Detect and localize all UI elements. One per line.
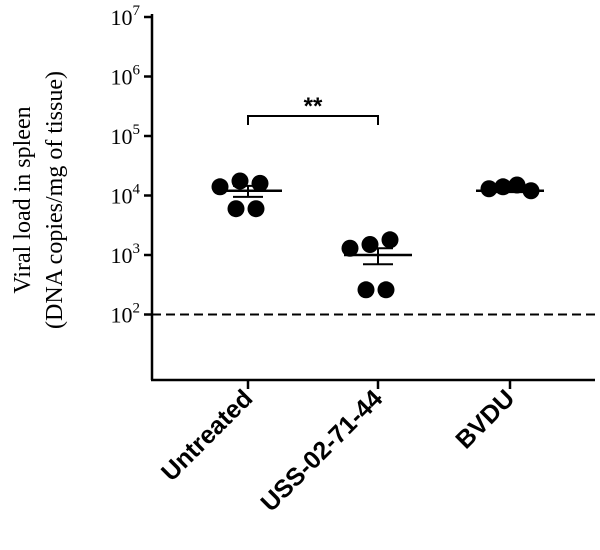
- y-tick-label: 106: [111, 63, 141, 90]
- data-point: [251, 174, 269, 192]
- y-tick-label-exponent: 2: [133, 301, 141, 317]
- y-tick-label-base: 10: [111, 243, 133, 268]
- data-point: [341, 239, 359, 257]
- y-axis-title: Viral load in spleen (DNA copies/mg of t…: [10, 71, 68, 329]
- y-tick-label: 103: [111, 241, 141, 268]
- y-tick-label: 102: [111, 301, 141, 328]
- y-tick-label-base: 10: [111, 124, 133, 149]
- data-point: [357, 281, 375, 299]
- data-groups: [211, 172, 544, 299]
- group-2: [476, 176, 544, 200]
- y-tick-label: 105: [111, 122, 141, 149]
- data-point: [361, 236, 379, 254]
- significance-label: **: [304, 93, 323, 120]
- significance-annotation: **: [247, 93, 379, 125]
- x-category-label: USS-02-71-44: [255, 384, 388, 517]
- data-point: [231, 172, 249, 190]
- group-1: [341, 231, 412, 299]
- y-tick-label-base: 10: [111, 5, 133, 30]
- data-point: [211, 178, 229, 196]
- y-tick-label: 104: [111, 182, 141, 209]
- y-tick-label: 107: [111, 3, 141, 30]
- y-tick-label-exponent: 6: [133, 63, 141, 79]
- y-axis-title-line-2: (DNA copies/mg of tissue): [42, 71, 68, 329]
- data-point: [227, 200, 245, 218]
- y-axis-title-line-1: Viral load in spleen: [10, 106, 36, 293]
- y-tick-label-exponent: 4: [133, 182, 141, 198]
- y-tick-label-base: 10: [111, 303, 133, 328]
- y-tick-label-exponent: 5: [133, 122, 141, 138]
- y-tick-label-exponent: 7: [133, 3, 141, 19]
- data-point: [381, 231, 399, 249]
- data-point: [377, 281, 395, 299]
- data-point: [480, 180, 498, 198]
- y-tick-label-base: 10: [111, 65, 133, 90]
- significance-bracket: [247, 115, 379, 125]
- x-category-label: Untreated: [156, 384, 258, 486]
- group-0: [211, 172, 282, 218]
- y-tick-label-exponent: 3: [133, 241, 141, 257]
- x-category-label: BVDU: [450, 384, 520, 454]
- data-point: [247, 200, 265, 218]
- y-tick-label-base: 10: [111, 184, 133, 209]
